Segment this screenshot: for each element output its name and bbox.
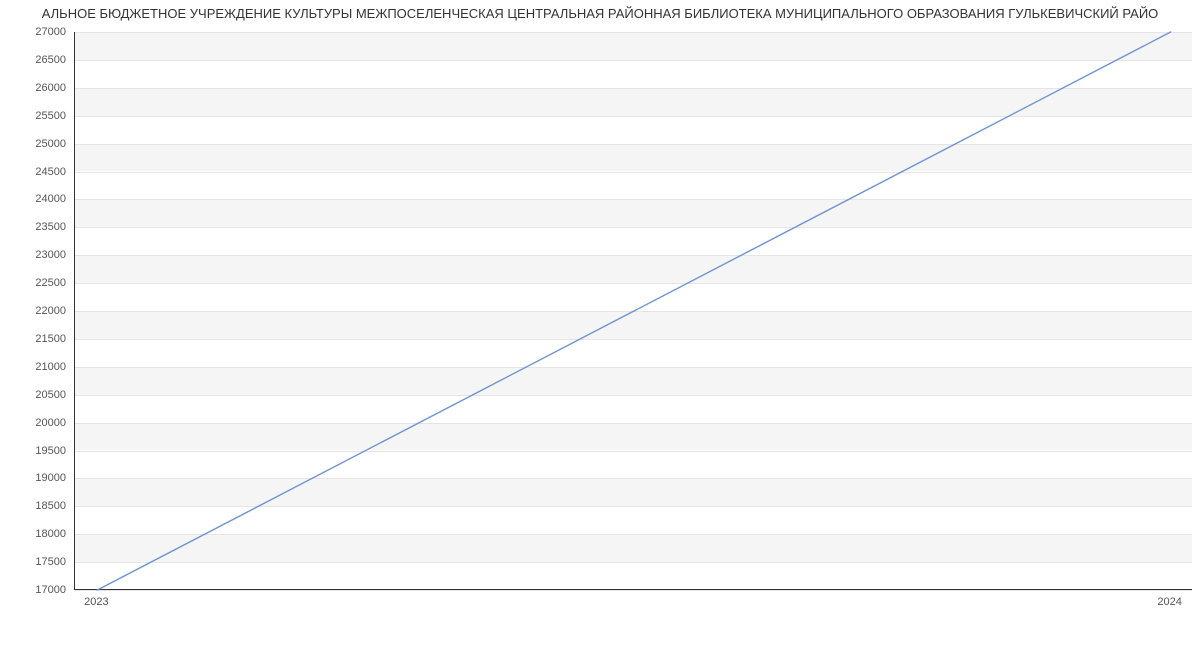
plot-band (75, 255, 1192, 283)
y-axis-label: 22500 (6, 277, 66, 289)
y-axis-label: 20500 (6, 389, 66, 401)
y-axis-label: 26000 (6, 82, 66, 94)
plot-band (75, 32, 1192, 60)
y-axis-label: 18500 (6, 500, 66, 512)
y-axis-label: 26500 (6, 54, 66, 66)
y-gridline (75, 88, 1192, 89)
y-axis-label: 19000 (6, 472, 66, 484)
y-axis-label: 17500 (6, 556, 66, 568)
y-axis-label: 21000 (6, 361, 66, 373)
y-gridline (75, 144, 1192, 145)
y-gridline (75, 172, 1192, 173)
y-gridline (75, 311, 1192, 312)
plot-band (75, 367, 1192, 395)
plot-band (75, 534, 1192, 562)
y-gridline (75, 506, 1192, 507)
y-gridline (75, 395, 1192, 396)
y-gridline (75, 60, 1192, 61)
y-axis-label: 25000 (6, 138, 66, 150)
chart-title: АЛЬНОЕ БЮДЖЕТНОЕ УЧРЕЖДЕНИЕ КУЛЬТУРЫ МЕЖ… (0, 6, 1200, 21)
y-gridline (75, 367, 1192, 368)
y-axis-label: 22000 (6, 305, 66, 317)
plot-band (75, 478, 1192, 506)
y-gridline (75, 423, 1192, 424)
plot-band (75, 311, 1192, 339)
y-gridline (75, 534, 1192, 535)
y-axis-label: 27000 (6, 26, 66, 38)
y-axis-label: 19500 (6, 445, 66, 457)
y-axis-label: 23500 (6, 221, 66, 233)
y-gridline (75, 590, 1192, 591)
y-gridline (75, 339, 1192, 340)
plot-band (75, 199, 1192, 227)
y-axis-label: 18000 (6, 528, 66, 540)
y-axis-label: 21500 (6, 333, 66, 345)
y-axis-label: 20000 (6, 417, 66, 429)
y-gridline (75, 478, 1192, 479)
plot-band (75, 144, 1192, 172)
plot-area (74, 32, 1192, 590)
y-gridline (75, 451, 1192, 452)
plot-band (75, 88, 1192, 116)
y-axis-label: 25500 (6, 110, 66, 122)
y-gridline (75, 227, 1192, 228)
x-axis-label: 2024 (1157, 596, 1181, 608)
y-gridline (75, 562, 1192, 563)
y-gridline (75, 255, 1192, 256)
x-axis-label: 2023 (84, 596, 108, 608)
y-gridline (75, 116, 1192, 117)
y-gridline (75, 283, 1192, 284)
y-gridline (75, 199, 1192, 200)
plot-band (75, 423, 1192, 451)
y-axis-label: 17000 (6, 584, 66, 596)
y-gridline (75, 32, 1192, 33)
y-axis-label: 24000 (6, 193, 66, 205)
y-axis-label: 24500 (6, 166, 66, 178)
y-axis-label: 23000 (6, 249, 66, 261)
